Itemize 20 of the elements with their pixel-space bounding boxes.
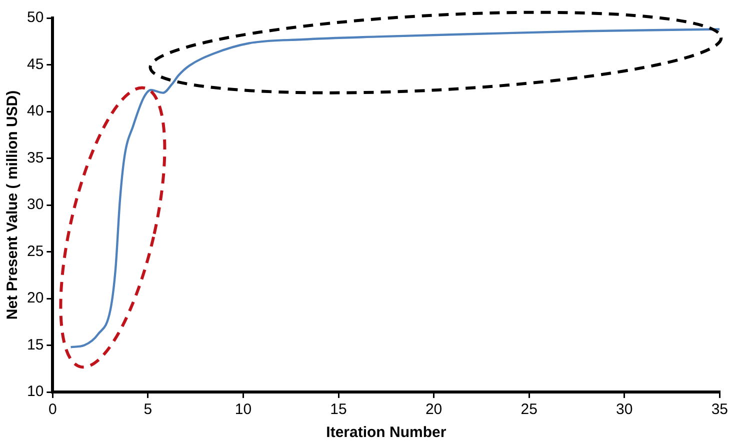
x-tick-label: 35 bbox=[711, 401, 728, 418]
x-axis-title: Iteration Number bbox=[326, 424, 446, 442]
y-tick-label: 35 bbox=[26, 149, 44, 166]
x-tick-label: 15 bbox=[330, 401, 347, 418]
y-tick-label: 50 bbox=[26, 9, 44, 26]
y-tick-label: 15 bbox=[26, 336, 44, 354]
y-tick-label: 20 bbox=[26, 290, 44, 307]
y-tick-label: 30 bbox=[26, 196, 44, 214]
x-tick-label: 0 bbox=[48, 401, 57, 418]
y-axis-title: Net Present Value ( million USD) bbox=[4, 90, 22, 320]
y-tick-label: 45 bbox=[26, 56, 44, 73]
y-tick-label: 40 bbox=[26, 102, 44, 120]
y-tick-label: 10 bbox=[26, 383, 44, 400]
x-tick-label: 10 bbox=[234, 401, 252, 418]
y-tick-label: 25 bbox=[26, 242, 44, 260]
x-tick-label: 20 bbox=[425, 401, 442, 418]
x-tick-label: 25 bbox=[520, 401, 538, 418]
line-series bbox=[70, 28, 720, 348]
x-tick-label: 5 bbox=[144, 401, 152, 418]
x-tick-label: 30 bbox=[616, 401, 633, 418]
